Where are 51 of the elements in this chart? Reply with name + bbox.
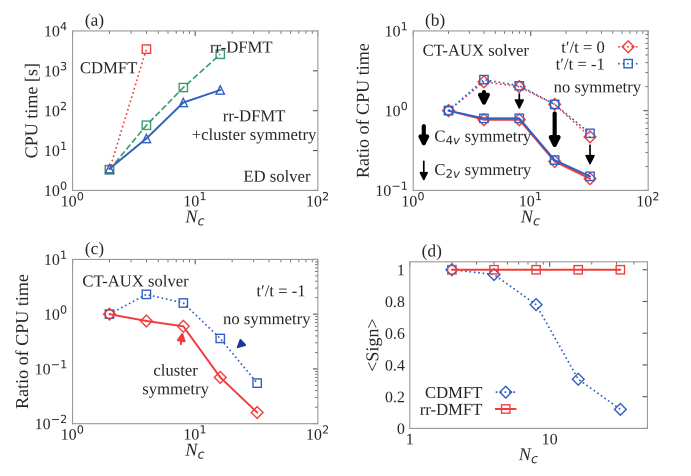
x-axis-title: N$_{c}$ [185, 444, 204, 459]
x-tick-label: 10$^{1}$ [184, 192, 206, 206]
y-tick-label: 1 [398, 264, 404, 276]
chart-title: (c) [86, 242, 104, 258]
y-tick-label: 10$^{3}$ [45, 62, 66, 76]
x-tick-label: 10$^{2}$ [638, 192, 658, 207]
annotation: t′/t = -1 [256, 285, 305, 296]
x-tick-label: 10$^{1}$ [184, 425, 206, 440]
chart-title: (d) [422, 244, 442, 260]
annotation: rr-DFMT [210, 42, 272, 53]
annotation: C$_{4v}$ symmetry [435, 130, 532, 146]
y-tick-label: 0.4 [386, 360, 405, 371]
annotation: CT-AUX solver [423, 44, 529, 56]
y-tick-label: 0.8 [386, 296, 404, 308]
y-tick-label: 0.6 [386, 328, 404, 339]
legend-label: CDMFT [426, 386, 482, 398]
x-tick-label: 10$^{2}$ [307, 425, 328, 440]
x-tick-label: 10$^{1}$ [520, 192, 541, 206]
legend-label: t′/t = -1 [556, 58, 604, 70]
annotation: cluster symmetry [142, 364, 209, 398]
annotation: no symmetry [554, 82, 642, 96]
y-axis-title: <Sign> [366, 319, 382, 371]
annotation: CT-AUX solver [83, 274, 189, 287]
y-tick-label: 10$^{1}$ [45, 142, 66, 156]
y-tick-label: 0.2 [386, 392, 404, 402]
y-tick-label: 10$^{0}$ [386, 102, 408, 116]
chart-title: (a) [86, 14, 104, 30]
annotation: C$_{2v}$ symmetry [435, 164, 532, 179]
x-axis-title: N$_{c}$ [185, 210, 204, 226]
y-tick-label: 0 [398, 423, 404, 434]
y-axis-title: Ratio of CPU time [15, 274, 28, 408]
y-tick-label: 10$^{4}$ [45, 22, 67, 37]
annotation: no symmetry [223, 314, 310, 328]
x-tick-label: 10 [543, 434, 558, 444]
legend-label: rr-DMFT [420, 404, 482, 415]
y-tick-label: 10$^{−1}$ [36, 360, 66, 375]
y-tick-label: 10$^{0}$ [45, 305, 66, 320]
y-axis-title: Ratio of CPU time [356, 44, 369, 178]
legend-label: t′/t = 0 [561, 42, 604, 53]
x-axis-title: N$_{c}$ [520, 210, 540, 226]
y-tick-label: 10$^{1}$ [386, 22, 407, 37]
y-axis-title: CPU time [s] [24, 64, 40, 158]
y-tick-label: 10$^{2}$ [45, 102, 66, 116]
y-tick-label: 10$^{−1}$ [376, 182, 407, 196]
x-axis-title: N$_{c}$ [518, 448, 538, 464]
annotation: ED solver [244, 170, 310, 182]
x-tick-label: 10$^{2}$ [307, 192, 328, 207]
y-tick-label: 10$^{1}$ [45, 250, 66, 266]
annotation: CDMFT [80, 62, 138, 74]
annotation: rr-DFMT +cluster symmetry [192, 110, 316, 144]
chart-title: (b) [426, 14, 444, 30]
